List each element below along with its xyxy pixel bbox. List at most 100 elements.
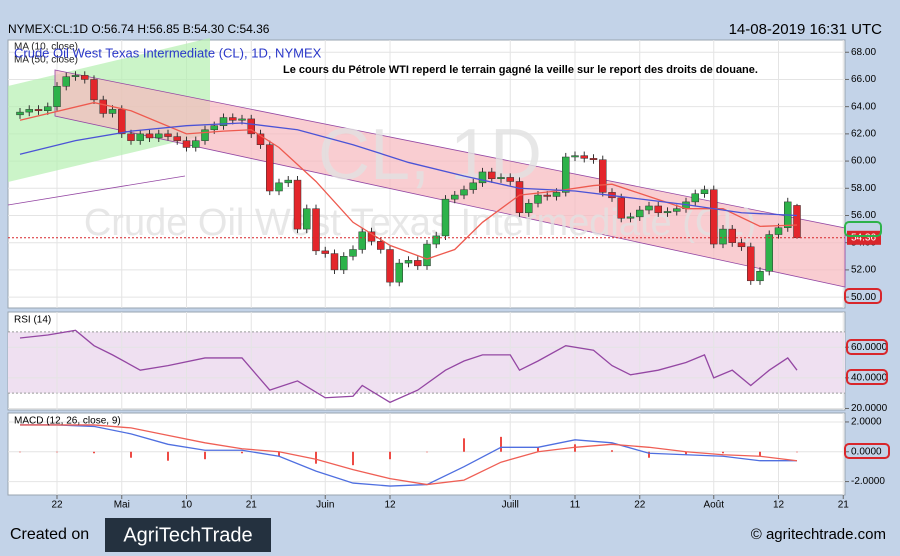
candle-body bbox=[395, 262, 403, 283]
legend-entry: MA (10, close) bbox=[14, 42, 78, 53]
y-tick-label: 68.00 bbox=[851, 47, 876, 58]
logo-box bbox=[105, 518, 271, 552]
candle-body bbox=[99, 99, 107, 114]
candle-body bbox=[127, 133, 135, 141]
y-tick-label: 60.0000 bbox=[851, 342, 888, 353]
y-tick-label: 64.00 bbox=[851, 101, 876, 112]
x-tick-label: 11 bbox=[570, 500, 581, 511]
candle-body bbox=[229, 117, 237, 121]
candle-body bbox=[321, 250, 329, 254]
candle-body bbox=[774, 227, 783, 235]
series-line bbox=[20, 424, 797, 487]
y-tick-label: 52.00 bbox=[851, 265, 876, 276]
candle-body bbox=[441, 198, 450, 237]
histogram-bar bbox=[93, 451, 95, 454]
histogram-bar bbox=[426, 451, 428, 453]
watermark: Crude Oil West Texas Intermediate (CL) bbox=[84, 202, 756, 244]
x-tick-label: 21 bbox=[246, 500, 258, 511]
highlight-box bbox=[844, 221, 882, 237]
x-tick-label: 12 bbox=[384, 500, 396, 511]
candle-body bbox=[173, 136, 181, 141]
histogram-bar bbox=[56, 451, 58, 453]
y-tick-label: 66.00 bbox=[851, 74, 876, 85]
candle-body bbox=[589, 158, 598, 160]
candle-body bbox=[534, 194, 542, 204]
watermark: CL, 1D bbox=[318, 115, 542, 195]
series-line bbox=[19, 122, 798, 217]
x-tick-label: 22 bbox=[634, 500, 646, 511]
candle-body bbox=[377, 241, 385, 250]
highlight-box bbox=[844, 443, 890, 459]
candle-body bbox=[386, 249, 394, 283]
last-price-box bbox=[847, 230, 881, 245]
x-tick-label: 12 bbox=[773, 500, 785, 511]
candle-body bbox=[617, 197, 625, 219]
y-tick-label: 50.00 bbox=[851, 292, 876, 303]
candle-body bbox=[645, 205, 653, 211]
candle-body bbox=[182, 140, 191, 148]
panels: 50.0052.0054.0056.0058.0060.0062.0064.00… bbox=[7, 38, 888, 511]
candle-body bbox=[728, 228, 736, 243]
y-tick-label: 62.00 bbox=[851, 129, 876, 140]
y-tick-label: 40.0000 bbox=[851, 372, 888, 383]
histogram-bar bbox=[611, 450, 613, 452]
chart-title: Crude Oil West Texas Intermediate (CL), … bbox=[14, 45, 322, 60]
histogram-bar bbox=[722, 451, 724, 454]
x-tick-label: 10 bbox=[181, 500, 193, 511]
candle-body bbox=[155, 133, 163, 139]
histogram-bar bbox=[463, 438, 465, 452]
candle-body bbox=[423, 243, 431, 267]
candle-body bbox=[284, 179, 292, 184]
footer-site[interactable]: © agritechtrade.com bbox=[751, 526, 886, 543]
histogram-bar bbox=[204, 451, 206, 460]
candle-body bbox=[414, 260, 422, 267]
candle-body bbox=[34, 109, 43, 111]
histogram-bar bbox=[500, 436, 502, 452]
candle-body bbox=[303, 208, 311, 230]
candle-body bbox=[238, 118, 246, 121]
histogram-bar bbox=[167, 451, 169, 461]
candle-body bbox=[451, 194, 459, 200]
candle-body bbox=[488, 171, 496, 180]
candle-body bbox=[358, 231, 366, 250]
candle-body bbox=[469, 182, 477, 190]
candle-body bbox=[599, 159, 607, 193]
candle-body bbox=[145, 133, 154, 139]
last-price-label: 54.36 bbox=[851, 232, 876, 243]
x-tick-label: Août bbox=[703, 500, 724, 511]
candle-body bbox=[580, 155, 588, 159]
candle-body bbox=[719, 228, 727, 245]
legend-entry: MA (50, close) bbox=[14, 55, 78, 66]
histogram-bar bbox=[389, 451, 391, 460]
candle-body bbox=[247, 118, 255, 135]
candle-body bbox=[330, 253, 339, 271]
logo: AgriTechTrade bbox=[123, 524, 252, 546]
x-tick-label: Juin bbox=[316, 500, 334, 511]
candle-body bbox=[219, 117, 228, 126]
candle-body bbox=[525, 202, 533, 214]
y-tick-label: 0.0000 bbox=[851, 446, 882, 457]
candle-body bbox=[691, 193, 699, 203]
candle-body bbox=[108, 109, 117, 114]
histogram-bar bbox=[685, 451, 687, 455]
candle-body bbox=[626, 216, 635, 219]
candle-body bbox=[25, 109, 33, 113]
candle-body bbox=[654, 205, 662, 214]
panel-title: RSI (14) bbox=[14, 315, 51, 326]
histogram-bar bbox=[537, 447, 539, 452]
y-tick-label: 2.0000 bbox=[851, 417, 882, 428]
candle-body bbox=[636, 209, 644, 218]
candle-body bbox=[312, 208, 320, 252]
candle-body bbox=[562, 156, 570, 193]
y-tick-label: 20.0000 bbox=[851, 403, 888, 414]
candle-body bbox=[293, 179, 302, 230]
candle-body bbox=[71, 75, 80, 77]
candle-body bbox=[53, 86, 61, 107]
histogram-bar bbox=[574, 444, 576, 452]
histogram-bar bbox=[796, 451, 798, 453]
candle-body bbox=[552, 192, 561, 197]
candle-body bbox=[349, 249, 357, 257]
x-tick-label: Juill bbox=[502, 500, 519, 511]
symbol-line: NYMEX:CL:1D O:56.74 H:56.85 B:54.30 C:54… bbox=[8, 22, 270, 36]
